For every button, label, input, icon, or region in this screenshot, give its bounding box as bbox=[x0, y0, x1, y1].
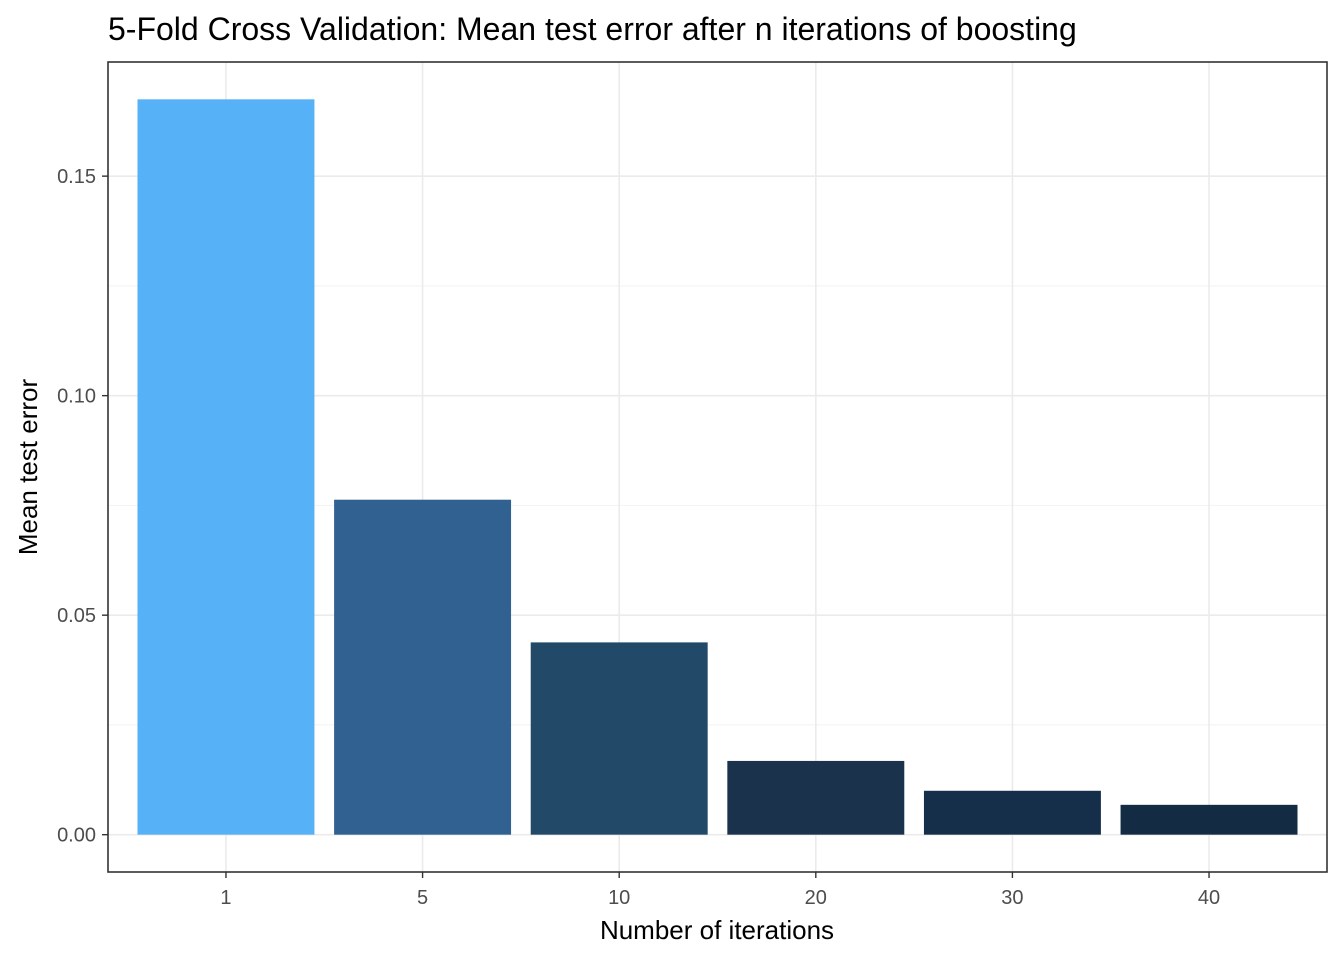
x-tick-label-1: 1 bbox=[220, 887, 231, 909]
y-tick-label-0: 0.00 bbox=[57, 825, 96, 847]
y-tick-label-3: 0.15 bbox=[57, 166, 96, 188]
x-tick-label-5: 5 bbox=[417, 887, 428, 909]
x-tick-label-30: 30 bbox=[1001, 887, 1023, 909]
y-axis-title: Mean test error bbox=[13, 379, 43, 556]
bar-30 bbox=[923, 790, 1101, 835]
plot-panel-border bbox=[107, 61, 1328, 873]
x-tick-label-20: 20 bbox=[805, 887, 827, 909]
bars bbox=[137, 99, 1298, 835]
y-tick-label-1: 0.05 bbox=[57, 605, 96, 627]
x-tick-label-40: 40 bbox=[1198, 887, 1220, 909]
x-axis-title: Number of iterations bbox=[600, 915, 834, 945]
y-tick-label-2: 0.10 bbox=[57, 386, 96, 408]
y-axis: 0.00 0.05 0.10 0.15 bbox=[57, 166, 108, 847]
bar-20 bbox=[727, 760, 905, 835]
x-axis: 1 5 10 20 30 40 bbox=[220, 872, 1220, 909]
x-tick-label-10: 10 bbox=[608, 887, 630, 909]
bar-5 bbox=[334, 499, 512, 835]
bar-10 bbox=[530, 642, 708, 835]
bar-40 bbox=[1120, 804, 1298, 835]
chart-title: 5-Fold Cross Validation: Mean test error… bbox=[108, 11, 1077, 47]
bar-1 bbox=[137, 99, 315, 835]
